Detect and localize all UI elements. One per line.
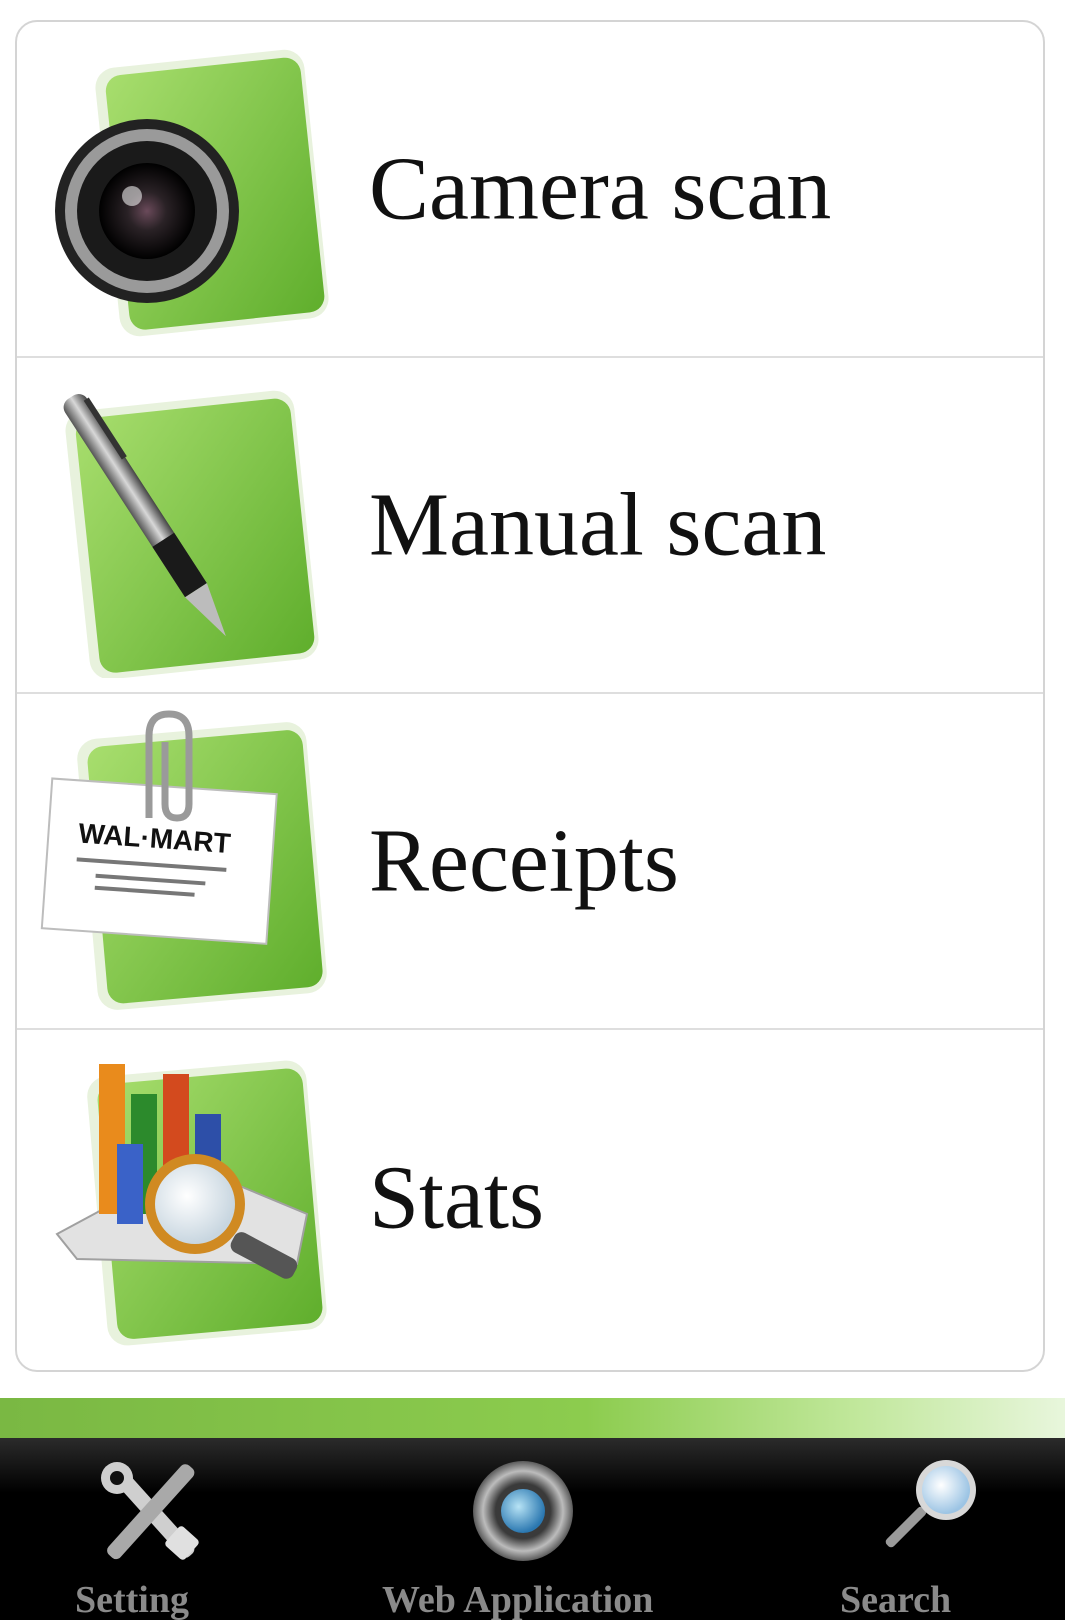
tab-search[interactable]: Search bbox=[820, 1438, 1040, 1621]
tab-label: Web Application bbox=[382, 1579, 654, 1621]
menu-item-receipts[interactable]: WAL·MART Receipts bbox=[17, 694, 1043, 1030]
menu-item-label: Stats bbox=[369, 1148, 545, 1248]
tab-label: Search bbox=[840, 1579, 952, 1621]
menu-item-camera-scan[interactable]: Camera scan bbox=[17, 22, 1043, 358]
tabbar-accent-strip bbox=[0, 1398, 1065, 1438]
menu-item-label: Receipts bbox=[369, 811, 679, 911]
tab-label: Setting bbox=[75, 1579, 189, 1621]
tab-setting[interactable]: Setting bbox=[40, 1438, 260, 1621]
camera-icon bbox=[55, 49, 329, 337]
receipt-icon: WAL·MART bbox=[40, 710, 327, 1010]
bottom-tab-bar: Setting Web Application bbox=[0, 1438, 1065, 1621]
menu-item-stats[interactable]: Stats bbox=[17, 1030, 1043, 1366]
menu-item-manual-scan[interactable]: Manual scan bbox=[17, 358, 1043, 694]
stats-icon bbox=[55, 1060, 327, 1346]
magnifier-icon bbox=[885, 1460, 976, 1548]
main-menu-list: Camera scan Manual scan bbox=[15, 20, 1045, 1372]
tab-web-application[interactable]: Web Application bbox=[360, 1438, 680, 1621]
menu-item-label: Manual scan bbox=[369, 475, 827, 575]
tools-icon bbox=[101, 1462, 199, 1560]
globe-icon bbox=[473, 1461, 573, 1561]
menu-item-label: Camera scan bbox=[369, 139, 832, 239]
pen-icon bbox=[63, 390, 319, 678]
